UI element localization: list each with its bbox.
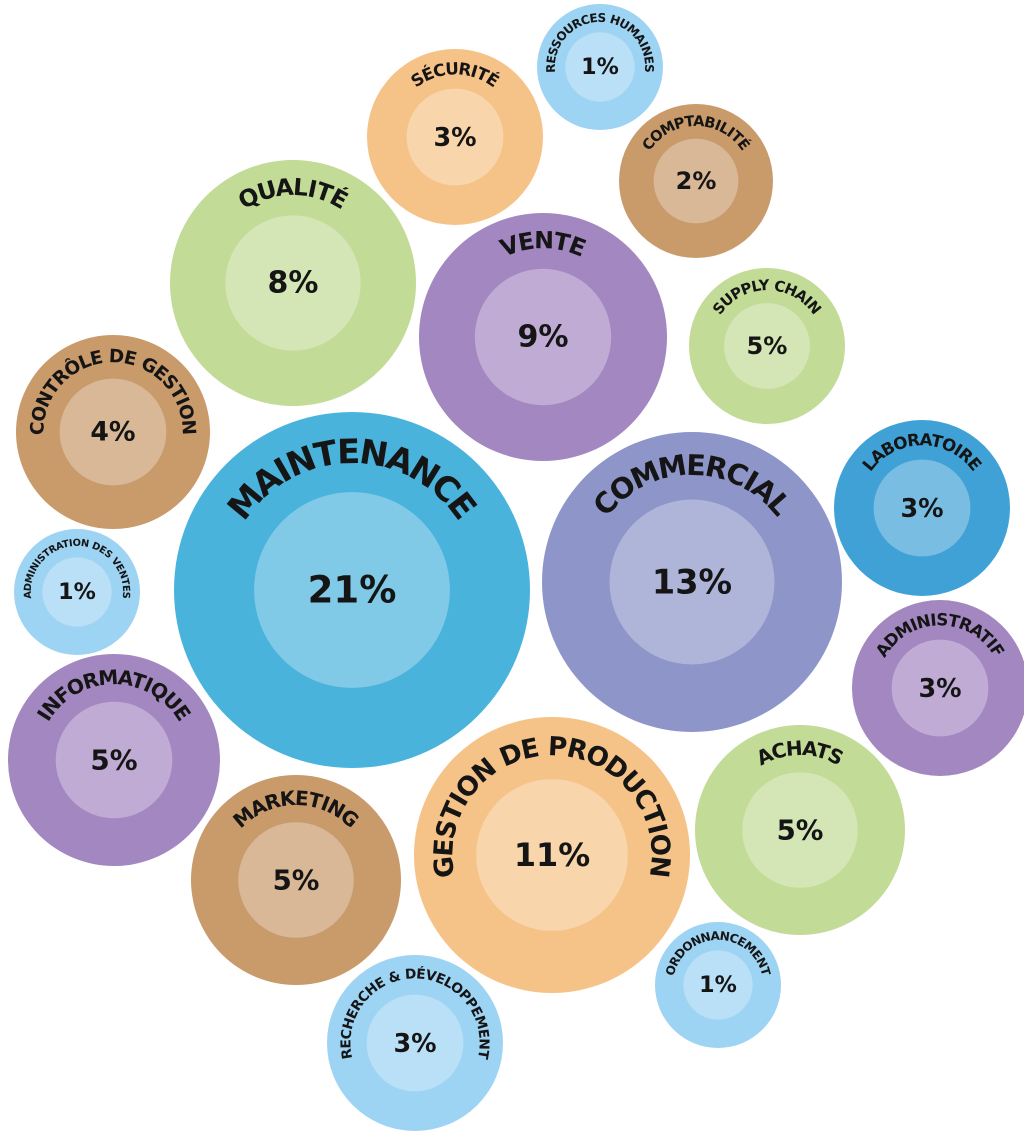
bubble: 13%COMMERCIAL [542, 432, 842, 732]
value-label: 5% [273, 864, 320, 897]
value-label: 3% [918, 673, 961, 703]
value-label: 1% [699, 972, 737, 998]
value-label: 5% [90, 744, 137, 777]
bubble: 8%QUALITÉ [170, 160, 416, 406]
value-label: 3% [900, 493, 943, 523]
bubble-core [683, 950, 753, 1020]
bubble-core [406, 88, 504, 186]
bubble: 3%LABORATOIRE [834, 420, 1010, 596]
value-label: 2% [676, 167, 717, 195]
bubble: 21%MAINTENANCE [174, 412, 530, 768]
value-label: 21% [308, 569, 397, 612]
bubble-core [724, 303, 810, 389]
bubble: 1%ADMINISTRATION DES VENTES [14, 529, 140, 655]
bubble-core [42, 557, 112, 627]
bubble: 5%MARKETING [191, 775, 401, 985]
bubble: 3%SÉCURITÉ [367, 49, 543, 225]
bubble-core [873, 459, 971, 557]
bubble: 3%RECHERCHE & DÉVELOPPEMENT [327, 955, 503, 1131]
bubble-core [366, 994, 464, 1092]
value-label: 8% [268, 266, 319, 301]
bubble-core [476, 779, 628, 931]
bubble-core [254, 492, 450, 688]
bubble-core [609, 499, 775, 665]
bubble: 5%SUPPLY CHAIN [689, 268, 845, 424]
value-label: 1% [581, 54, 619, 80]
bubble-core [225, 215, 361, 351]
value-label: 1% [58, 579, 96, 605]
bubble-core [59, 378, 167, 486]
bubble-core [55, 701, 173, 819]
bubble: 5%INFORMATIQUE [8, 654, 220, 866]
bubble: 1%RESSOURCES HUMAINES [537, 4, 663, 130]
value-label: 5% [747, 332, 788, 360]
bubble: 5%ACHATS [695, 725, 905, 935]
bubble: 1%ORDONNANCEMENT [655, 922, 781, 1048]
value-label: 13% [652, 563, 732, 602]
bubble: 3%ADMINISTRATIF [852, 600, 1024, 776]
bubble: 2%COMPTABILITÉ [619, 104, 773, 258]
value-label: 5% [777, 814, 824, 847]
value-label: 9% [517, 320, 568, 355]
value-label: 3% [433, 122, 476, 152]
bubble-core [742, 772, 858, 888]
value-label: 3% [393, 1028, 436, 1058]
bubble: 9%VENTE [419, 213, 667, 461]
bubble-core [474, 268, 612, 406]
bubble-core [653, 138, 739, 224]
bubble-core [565, 32, 635, 102]
bubble: 4%CONTRÔLE DE GESTION [16, 335, 210, 529]
bubble-core [891, 639, 989, 737]
value-label: 4% [90, 417, 135, 448]
value-label: 11% [514, 836, 590, 874]
bubble-core [238, 822, 354, 938]
bubble: 11%GESTION DE PRODUCTION [414, 717, 690, 993]
